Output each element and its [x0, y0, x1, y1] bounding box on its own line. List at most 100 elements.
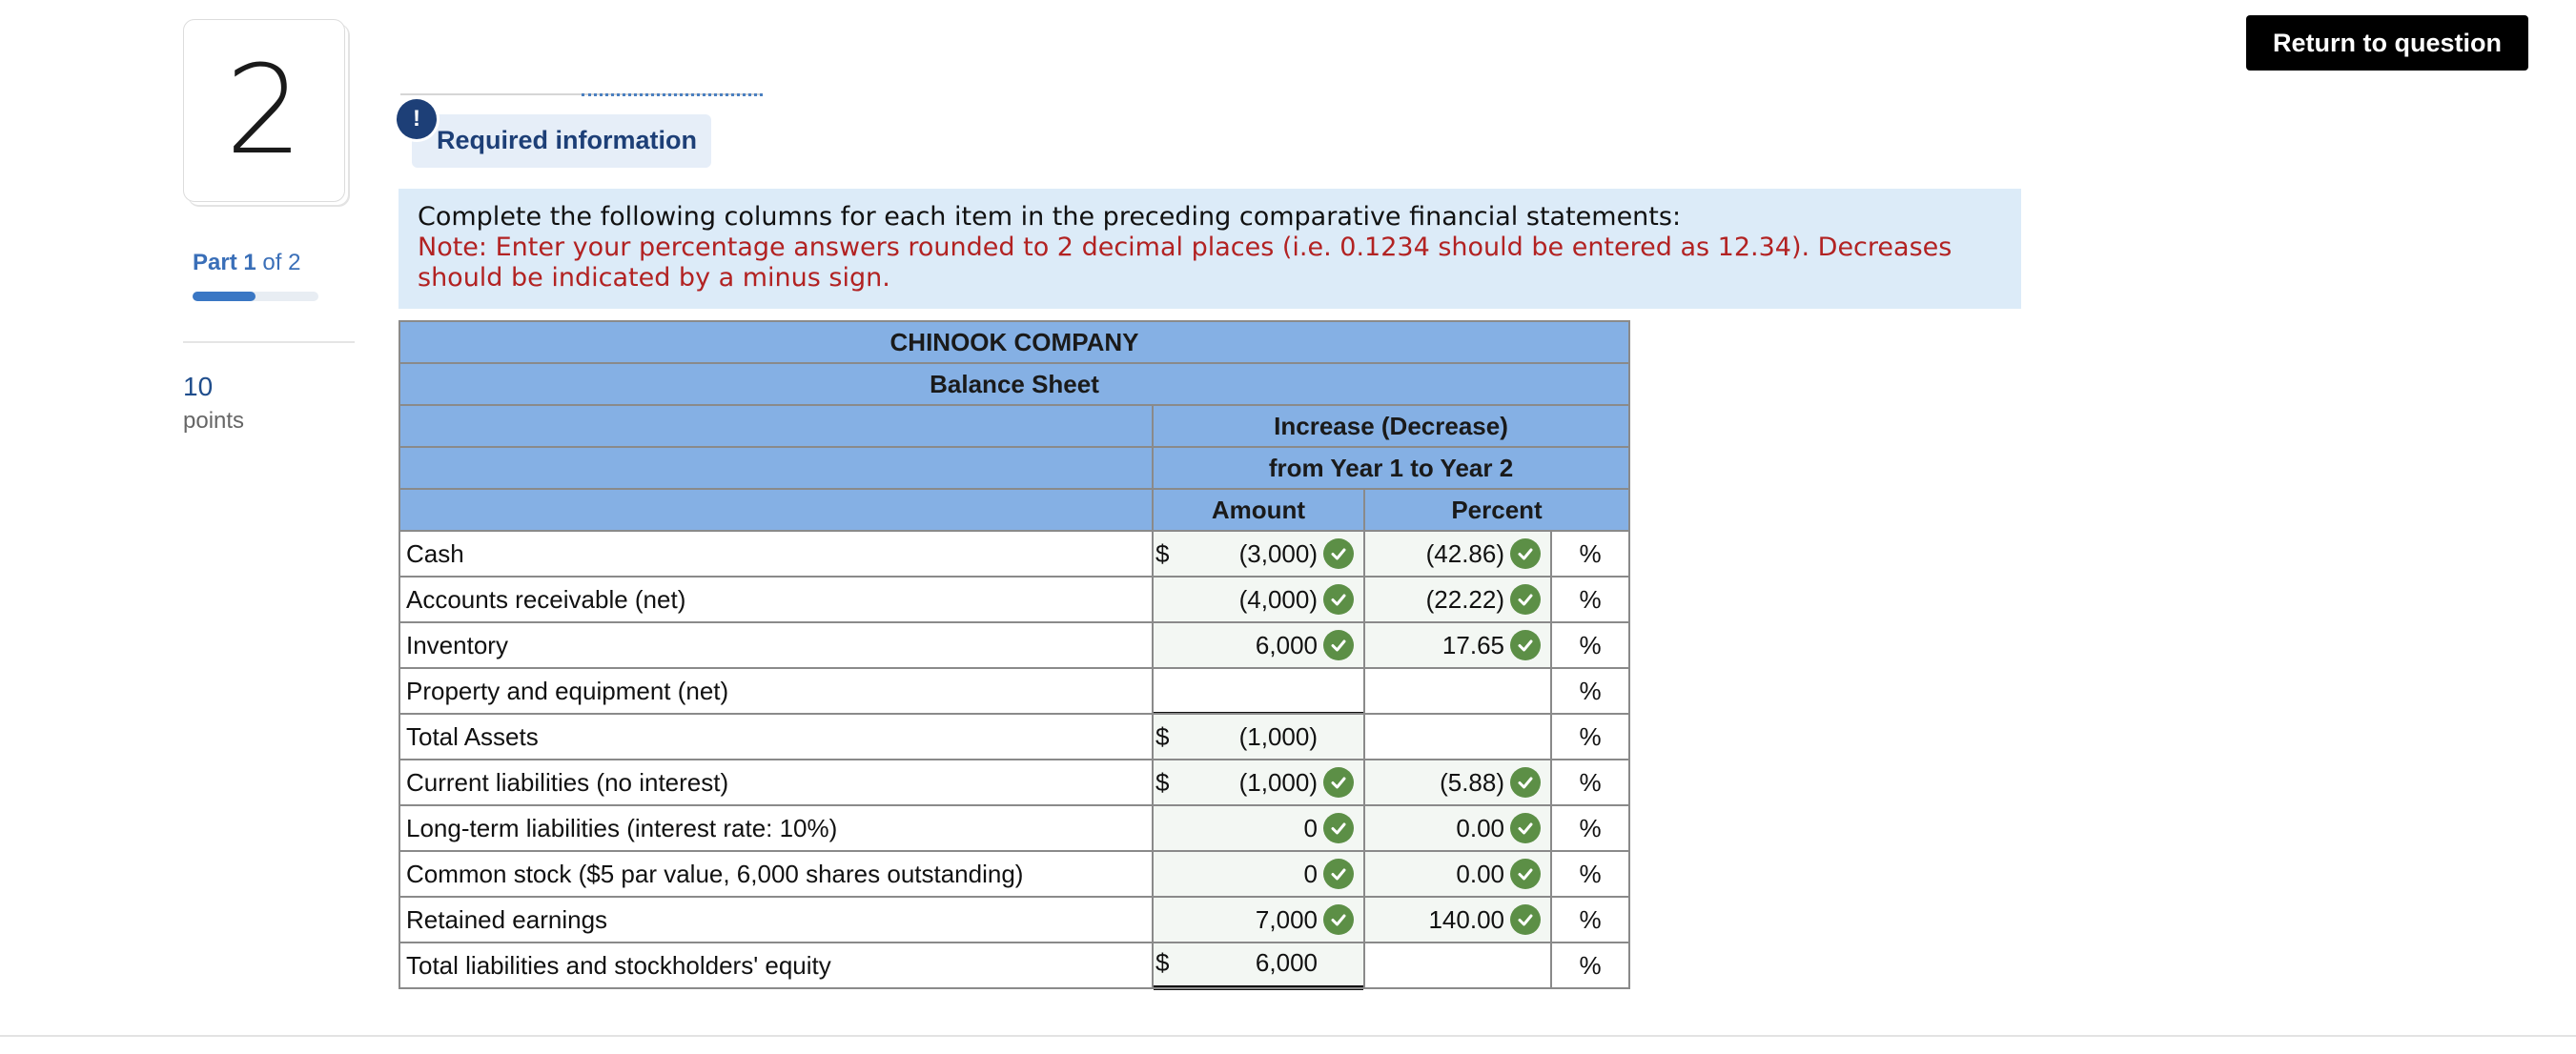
percent-value: (42.86) [1425, 538, 1504, 568]
part-progress-bar [193, 292, 318, 301]
check-icon [1323, 904, 1354, 935]
percent-sign: % [1549, 759, 1631, 806]
check-icon [1323, 767, 1354, 798]
amount-value: 0 [1303, 859, 1318, 888]
check-icon [1323, 538, 1354, 569]
amount-input-cell[interactable]: 6,000 [1152, 621, 1365, 669]
left-divider [183, 341, 355, 343]
percent-sign: % [1549, 576, 1631, 623]
part-indicator: Part 1 of 2 [193, 250, 301, 275]
amount-input-cell[interactable]: $ (3,000) [1152, 530, 1365, 578]
check-icon [1510, 584, 1541, 615]
row-label: Long-term liabilities (interest rate: 10… [399, 804, 1154, 852]
percent-input-cell[interactable] [1363, 713, 1552, 760]
check-icon [1323, 813, 1354, 843]
amount-value: 6,000 [1255, 948, 1318, 977]
amount-input-cell[interactable]: 0 [1152, 804, 1365, 852]
question-number-card: 2 [183, 19, 345, 202]
check-icon [1510, 630, 1541, 660]
check-icon [1510, 904, 1541, 935]
check-icon [1323, 630, 1354, 660]
percent-input-cell[interactable] [1363, 667, 1552, 715]
amount-value: 7,000 [1255, 904, 1318, 934]
company-name: CHINOOK COMPANY [398, 320, 1631, 364]
check-icon [1323, 859, 1354, 889]
row-label: Retained earnings [399, 896, 1154, 943]
amount-value: 6,000 [1255, 630, 1318, 659]
percent-sign: % [1549, 530, 1631, 578]
amount-value: 0 [1303, 813, 1318, 842]
row-label: Accounts receivable (net) [399, 576, 1154, 623]
percent-input-cell[interactable]: (5.88) [1363, 759, 1552, 806]
return-to-question-button[interactable]: Return to question [2246, 15, 2528, 71]
balance-sheet-table: CHINOOK COMPANY Balance Sheet Increase (… [398, 320, 1631, 990]
table-row: Common stock ($5 par value, 6,000 shares… [399, 850, 1631, 898]
table-row: Property and equipment (net)% [399, 667, 1631, 715]
amount-input-cell[interactable]: 7,000 [1152, 896, 1365, 943]
row-label: Property and equipment (net) [399, 667, 1154, 715]
table-row: Total Assets $ (1,000)% [399, 713, 1631, 760]
statement-title: Balance Sheet [398, 362, 1631, 406]
percent-input-cell[interactable]: 0.00 [1363, 804, 1552, 852]
group-header-increase: Increase (Decrease) [1151, 404, 1631, 448]
percent-sign: % [1549, 621, 1631, 669]
dollar-sign: $ [1155, 721, 1170, 751]
points-label: points [183, 408, 245, 434]
percent-value: (5.88) [1440, 767, 1504, 797]
amount-input-cell[interactable]: 0 [1152, 850, 1365, 898]
dollar-sign: $ [1155, 948, 1170, 977]
table-row: Accounts receivable (net) (4,000) (22.22)% [399, 576, 1631, 623]
instructions-box: Complete the following columns for each … [399, 189, 2021, 309]
amount-value: (3,000) [1238, 538, 1318, 568]
percent-sign: % [1549, 713, 1631, 760]
percent-input-cell[interactable]: 17.65 [1363, 621, 1552, 669]
amount-input-cell[interactable]: $6,000 [1152, 942, 1365, 990]
column-header-amount: Amount [1152, 488, 1365, 532]
amount-input-cell[interactable] [1152, 667, 1365, 715]
percent-value: 0.00 [1456, 859, 1504, 888]
table-row: Long-term liabilities (interest rate: 10… [399, 804, 1631, 852]
percent-sign: % [1549, 804, 1631, 852]
amount-input-cell[interactable]: $ (1,000) [1152, 759, 1365, 806]
table-row: Total liabilities and stockholders' equi… [399, 942, 1631, 990]
column-header-percent: Percent [1362, 488, 1631, 532]
group-header-period: from Year 1 to Year 2 [1151, 446, 1631, 490]
percent-input-cell[interactable]: 140.00 [1363, 896, 1552, 943]
alert-icon: ! [397, 99, 437, 139]
amount-value: (4,000) [1238, 584, 1318, 614]
required-information-label: Required information [437, 126, 698, 154]
part-current: 1 [243, 250, 256, 275]
check-icon [1510, 859, 1541, 889]
check-icon [1323, 584, 1354, 615]
percent-value: 140.00 [1428, 904, 1504, 934]
dollar-sign: $ [1155, 767, 1170, 797]
check-icon [1510, 813, 1541, 843]
check-icon [1510, 538, 1541, 569]
header-blank [399, 446, 1154, 490]
check-icon [1510, 767, 1541, 798]
amount-input-cell[interactable]: (4,000) [1152, 576, 1365, 623]
percent-sign: % [1549, 667, 1631, 715]
table-row: Retained earnings 7,000 140.00% [399, 896, 1631, 943]
amount-value: (1,000) [1238, 767, 1318, 797]
row-label: Inventory [399, 621, 1154, 669]
percent-input-cell[interactable]: 0.00 [1363, 850, 1552, 898]
row-label: Common stock ($5 par value, 6,000 shares… [399, 850, 1154, 898]
table-row: Current liabilities (no interest) $ (1,000… [399, 759, 1631, 806]
percent-input-cell[interactable]: (42.86) [1363, 530, 1552, 578]
table-row: Cash $ (3,000) (42.86)% [399, 530, 1631, 578]
amount-value: (1,000) [1238, 721, 1318, 751]
percent-input-cell[interactable]: (22.22) [1363, 576, 1552, 623]
percent-value: (22.22) [1425, 584, 1504, 614]
bottom-divider [0, 1035, 2576, 1037]
header-blank [399, 404, 1154, 448]
required-information-banner[interactable]: Required information [412, 114, 711, 168]
progress-tabs-line [400, 88, 763, 96]
row-label: Current liabilities (no interest) [399, 759, 1154, 806]
percent-input-cell[interactable] [1363, 942, 1552, 989]
header-blank [399, 488, 1154, 532]
amount-input-cell[interactable]: $ (1,000) [1152, 713, 1365, 760]
row-label: Total liabilities and stockholders' equi… [399, 942, 1154, 989]
instructions-note: Note: Enter your percentage answers roun… [418, 233, 1952, 293]
part-total: of 2 [262, 250, 301, 275]
